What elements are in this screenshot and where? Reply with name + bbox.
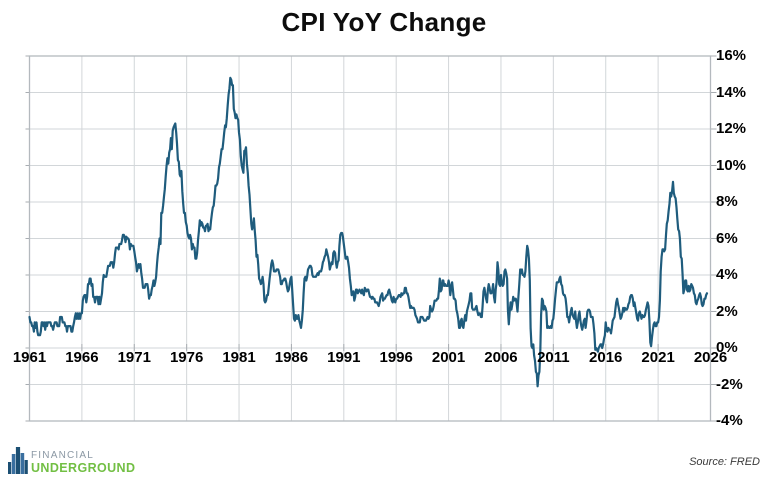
x-tick-label: 2001	[431, 349, 466, 366]
x-tick-label: 1966	[65, 349, 99, 366]
y-tick-label: 12%	[716, 120, 747, 137]
y-tick-label: -2%	[716, 375, 743, 393]
y-tick-label: 14%	[716, 83, 747, 101]
x-tick-label: 2016	[589, 349, 623, 366]
x-tick-label: 2011	[537, 349, 570, 366]
x-tick-label: 1976	[169, 349, 204, 366]
y-tick-label: 0%	[716, 339, 738, 356]
x-tick-label: 1961	[12, 349, 47, 366]
y-tick-label: -4%	[716, 412, 743, 429]
x-tick-label: 2006	[484, 349, 518, 366]
x-tick-label: 2026	[693, 349, 728, 366]
logo-text: FINANCIAL UNDERGROUND	[31, 449, 136, 475]
x-tick-label: 1986	[274, 349, 309, 366]
logo-text-underground: UNDERGROUND	[31, 460, 136, 475]
y-tick-label: 10%	[716, 156, 747, 174]
y-tick-label: 2%	[716, 302, 738, 320]
y-tick-label: 16%	[716, 47, 747, 64]
building-skyline-icon	[8, 447, 28, 474]
financial-underground-logo: FINANCIAL UNDERGROUND	[8, 444, 135, 474]
x-tick-label: 1996	[379, 349, 413, 366]
y-tick-label: 6%	[716, 229, 738, 247]
x-tick-label: 1971	[117, 349, 151, 366]
y-tick-label: 8%	[716, 193, 738, 210]
x-tick-label: 1991	[327, 349, 361, 366]
y-tick-label: 4%	[716, 266, 738, 283]
x-tick-label: 2021	[641, 349, 675, 366]
logo-text-financial: FINANCIAL	[31, 449, 95, 461]
x-tick-label: 1981	[222, 349, 256, 366]
chart-title: CPI YoY Change	[281, 7, 487, 37]
source-credit: Source: FRED	[689, 456, 760, 468]
